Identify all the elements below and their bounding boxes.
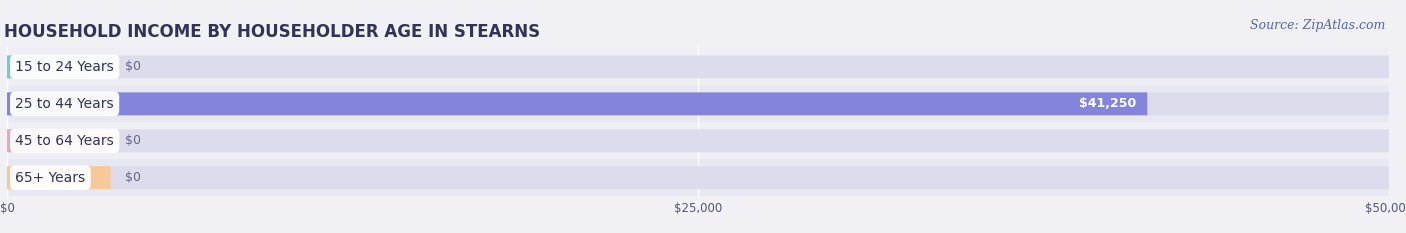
Text: 25 to 44 Years: 25 to 44 Years [15,97,114,111]
FancyBboxPatch shape [7,166,1389,189]
Text: $41,250: $41,250 [1078,97,1136,110]
FancyBboxPatch shape [7,129,111,152]
FancyBboxPatch shape [7,129,1389,152]
Text: $0: $0 [125,171,141,184]
Text: 65+ Years: 65+ Years [15,171,86,185]
FancyBboxPatch shape [7,93,1389,115]
Text: $0: $0 [125,134,141,147]
Text: $0: $0 [125,60,141,73]
Text: HOUSEHOLD INCOME BY HOUSEHOLDER AGE IN STEARNS: HOUSEHOLD INCOME BY HOUSEHOLDER AGE IN S… [4,23,540,41]
FancyBboxPatch shape [7,159,1389,196]
FancyBboxPatch shape [7,93,1147,115]
Text: 15 to 24 Years: 15 to 24 Years [15,60,114,74]
FancyBboxPatch shape [7,55,1389,78]
Text: 45 to 64 Years: 45 to 64 Years [15,134,114,148]
FancyBboxPatch shape [7,48,1389,85]
FancyBboxPatch shape [7,122,1389,159]
FancyBboxPatch shape [7,55,111,78]
FancyBboxPatch shape [7,85,1389,122]
FancyBboxPatch shape [7,166,111,189]
Text: Source: ZipAtlas.com: Source: ZipAtlas.com [1250,19,1385,32]
